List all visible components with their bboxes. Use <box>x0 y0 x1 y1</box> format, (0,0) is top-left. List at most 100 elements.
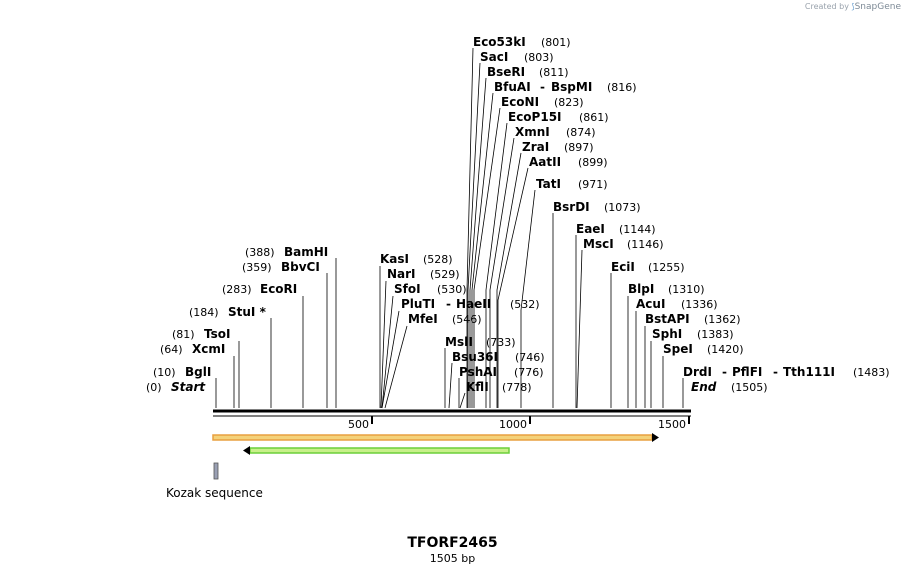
site-pos-msci: (1146) <box>627 238 664 251</box>
site-label-kasi[interactable]: KasI <box>380 252 409 266</box>
site-label-blpi[interactable]: BlpI <box>628 282 654 296</box>
site-label-bfuai[interactable]: BfuAI <box>494 80 531 94</box>
site-pos-spei: (1420) <box>707 343 744 356</box>
site-pos-bsu36i: (746) <box>515 351 545 364</box>
site-pos-bfuai: (816) <box>607 81 637 94</box>
site-connectors <box>215 47 684 409</box>
site-label-sep-pflfi: - <box>773 365 778 379</box>
site-pos-end: (1505) <box>731 381 768 394</box>
site-label-acui[interactable]: AcuI <box>636 297 665 311</box>
site-pos-drdi: (1483) <box>853 366 890 379</box>
site-pos-ecori: (283) <box>222 283 252 296</box>
snapgene-credit: Created by ⟆SnapGene <box>805 2 901 12</box>
site-label-tati[interactable]: TatI <box>536 177 561 191</box>
site-label-msli[interactable]: MslI <box>445 335 473 349</box>
site-label-xmni[interactable]: XmnI <box>515 125 550 139</box>
site-label-aatii[interactable]: AatII <box>529 155 561 169</box>
site-label-eaei[interactable]: EaeI <box>576 222 605 236</box>
site-label-haeii[interactable]: HaeII <box>456 297 491 311</box>
site-label-xcmi[interactable]: XcmI <box>192 342 225 356</box>
site-pos-bstapi: (1362) <box>704 313 741 326</box>
line-bsu36i <box>448 362 453 409</box>
site-label-bspmi[interactable]: BspMI <box>551 80 592 94</box>
site-label-spei[interactable]: SpeI <box>663 342 693 356</box>
site-label-end: End <box>691 380 717 394</box>
site-pos-ecop15i: (861) <box>579 111 609 124</box>
site-pos-eco53ki: (801) <box>541 36 571 49</box>
site-label-pshai[interactable]: PshAI <box>459 365 497 379</box>
site-label-sep-bfuai: - <box>540 80 545 94</box>
line-msci <box>576 249 583 409</box>
line-tati <box>520 189 536 408</box>
site-label-ecori[interactable]: EcoRI <box>260 282 297 296</box>
site-label-ecii[interactable]: EciI <box>611 260 635 274</box>
site-label-eco53ki[interactable]: Eco53kI <box>473 35 526 49</box>
kozak-feature-box[interactable] <box>213 462 219 480</box>
site-label-kfli[interactable]: KflI <box>466 380 489 394</box>
site-pos-bgli: (10) <box>153 366 176 379</box>
site-pos-saci: (803) <box>524 51 554 64</box>
orf-forward-arrow[interactable] <box>212 433 659 442</box>
site-label-bstapi[interactable]: BstAPI <box>645 312 690 326</box>
site-pos-sphi: (1383) <box>697 328 734 341</box>
site-label-drdi[interactable]: DrdI <box>683 365 712 379</box>
site-pos-pshai: (776) <box>514 366 544 379</box>
tick-label-1000: 1000 <box>499 418 527 431</box>
site-label-bsrdi[interactable]: BsrDI <box>553 200 590 214</box>
left-labels: (0) Start (10) BglI (64) XcmI (81) TsoI … <box>146 245 328 394</box>
line-kfli <box>459 392 466 409</box>
site-pos-econi: (823) <box>554 96 584 109</box>
top-labels: Eco53kI (801) SacI (803) BseRI (811) Bfu… <box>473 35 637 191</box>
line-sfoi <box>381 295 394 409</box>
site-label-stui[interactable]: StuI * <box>228 305 267 319</box>
site-label-bseri[interactable]: BseRI <box>487 65 525 79</box>
site-pos-xmni: (874) <box>566 126 596 139</box>
site-label-econi[interactable]: EcoNI <box>501 95 539 109</box>
line-ecop15i <box>485 122 508 408</box>
line-eco53ki <box>466 47 474 408</box>
site-pos-mfei: (546) <box>452 313 482 326</box>
sequence-name: TFORF2465 <box>407 535 498 551</box>
site-pos-pluti: (532) <box>510 298 540 311</box>
site-label-saci[interactable]: SacI <box>480 50 508 64</box>
site-label-start: Start <box>171 380 206 394</box>
site-label-msci[interactable]: MscI <box>583 237 614 251</box>
site-label-zrai[interactable]: ZraI <box>522 140 549 154</box>
line-zrai <box>496 152 522 408</box>
site-pos-bseri: (811) <box>539 66 569 79</box>
site-label-sphi[interactable]: SphI <box>652 327 682 341</box>
site-label-nari[interactable]: NarI <box>387 267 416 281</box>
sequence-length: 1505 bp <box>429 552 476 565</box>
site-pos-stui: (184) <box>189 306 219 319</box>
site-label-mfei[interactable]: MfeI <box>408 312 438 326</box>
site-label-sep-pluti: - <box>446 297 451 311</box>
site-pos-blpi: (1310) <box>668 283 705 296</box>
middle-labels: KasI (528) NarI (529) SfoI (530) PluTI -… <box>380 252 545 394</box>
site-label-bsu36i[interactable]: Bsu36I <box>452 350 498 364</box>
right-labels: BsrDI (1073) EaeI (1144) MscI (1146) Eci… <box>553 200 890 394</box>
orf-reverse-arrow[interactable] <box>243 446 510 455</box>
site-pos-bbvci: (359) <box>242 261 272 274</box>
site-label-tth111i[interactable]: Tth111I <box>783 365 835 379</box>
site-label-pflfi[interactable]: PflFI <box>732 365 762 379</box>
kozak-feature-label: Kozak sequence <box>166 486 263 500</box>
site-label-sfoi[interactable]: SfoI <box>394 282 421 296</box>
site-label-tsoi[interactable]: TsoI <box>204 327 230 341</box>
site-label-bgli[interactable]: BglI <box>185 365 211 379</box>
line-econi <box>473 107 501 408</box>
site-pos-tati: (971) <box>578 178 608 191</box>
site-pos-tsoi: (81) <box>172 328 195 341</box>
site-label-bamhi[interactable]: BamHI <box>284 245 328 259</box>
site-pos-kasi: (528) <box>423 253 453 266</box>
site-label-bbvci[interactable]: BbvCI <box>281 260 320 274</box>
line-bfuai <box>471 92 494 408</box>
line-xmni <box>489 137 515 408</box>
site-label-ecop15i[interactable]: EcoP15I <box>508 110 562 124</box>
line-aatii <box>497 167 529 408</box>
site-pos-ecii: (1255) <box>648 261 685 274</box>
site-label-pluti[interactable]: PluTI <box>401 297 435 311</box>
site-label-sep-drdi: - <box>722 365 727 379</box>
site-pos-eaei: (1144) <box>619 223 656 236</box>
site-pos-start: (0) <box>146 381 162 394</box>
